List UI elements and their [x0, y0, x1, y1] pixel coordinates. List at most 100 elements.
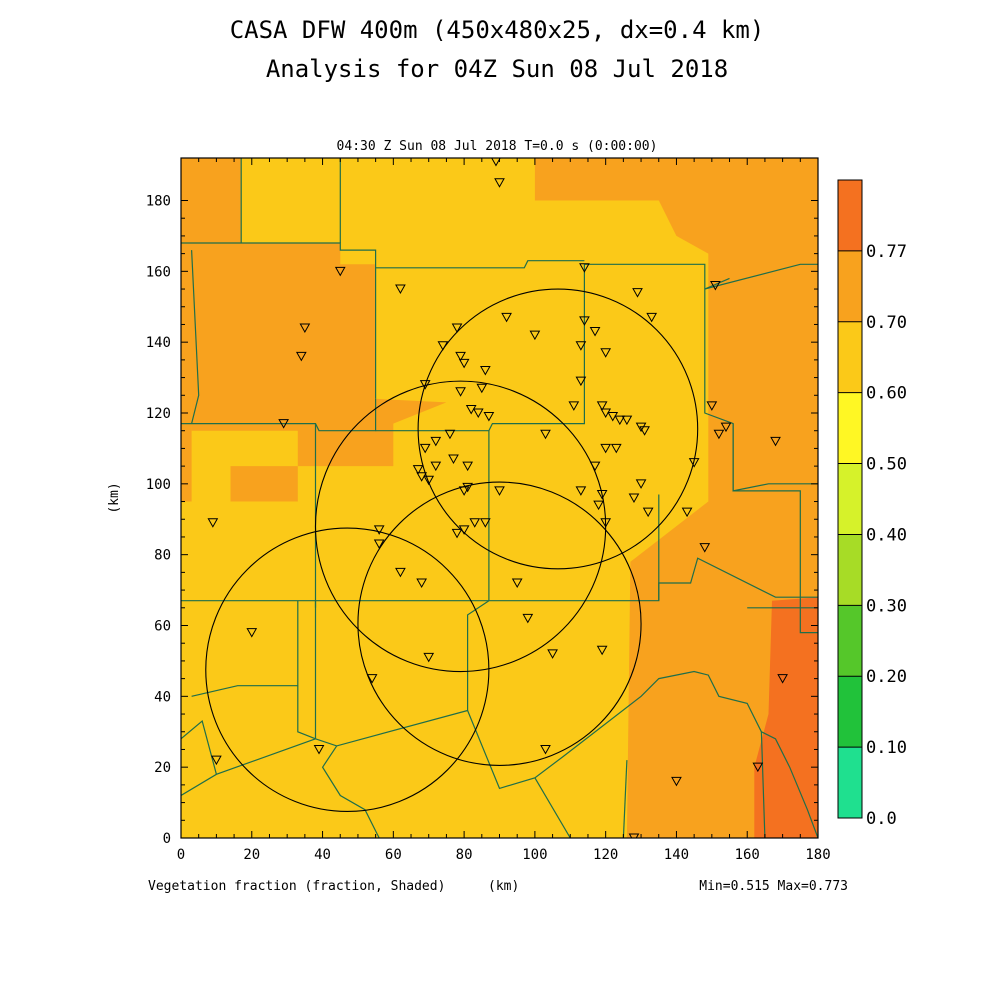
station-marker	[458, 525, 470, 535]
station-marker	[423, 475, 435, 486]
station-marker	[706, 401, 718, 411]
chart-title: CASA DFW 400m (450x480x25, dx=0.4 km)	[230, 16, 765, 44]
station-marker	[278, 419, 289, 429]
field-region-5	[181, 395, 192, 502]
county-boundary-10	[488, 430, 818, 602]
station-marker	[628, 833, 640, 838]
station-marker	[416, 578, 427, 589]
y-tick-label: 140	[146, 335, 171, 351]
field-region-1	[181, 158, 447, 431]
station-marker	[600, 518, 612, 528]
station-marker	[568, 401, 580, 411]
county-boundary-23	[704, 277, 730, 290]
county-boundary-11	[181, 600, 317, 797]
station-marker	[575, 486, 587, 496]
county-boundary-2	[181, 242, 377, 399]
y-tick-label: 40	[154, 689, 171, 705]
station-marker	[671, 776, 682, 787]
colorbar-label: 0.50	[866, 455, 907, 475]
station-marker	[423, 652, 435, 663]
station-marker	[642, 507, 654, 518]
station-marker	[639, 426, 650, 436]
station-marker	[596, 645, 608, 656]
station-marker	[610, 443, 622, 454]
plot-area	[181, 158, 818, 838]
station-marker	[614, 415, 626, 426]
x-tick-label: 60	[385, 847, 402, 863]
station-marker	[476, 383, 488, 394]
county-boundary-20	[704, 263, 818, 290]
colorbar-swatch	[838, 463, 862, 535]
station-marker	[458, 486, 470, 496]
station-marker	[455, 351, 466, 362]
x-tick-label: 120	[593, 847, 618, 863]
station-marker	[600, 408, 612, 419]
field-region-2	[241, 158, 818, 838]
y-tick-label: 100	[146, 477, 171, 493]
x-tick-label: 20	[243, 847, 260, 863]
y-axis-label: (km)	[107, 482, 122, 513]
station-marker	[600, 348, 612, 358]
station-marker	[246, 628, 258, 638]
valid-time-label: 04:30 Z Sun 08 Jul 2018 T=0.0 s (0:00:00…	[337, 139, 658, 154]
colorbar-frame	[837, 179, 863, 819]
station-marker	[628, 493, 640, 504]
x-unit-label: (km)	[488, 879, 519, 894]
station-marker	[412, 465, 424, 475]
county-boundary-4	[181, 398, 377, 432]
y-tick-label: 0	[163, 831, 171, 847]
station-marker	[211, 755, 222, 766]
colorbar: 0.0 0.10 0.20 0.30 0.40 0.50 0.60 0.70 0.77	[837, 179, 907, 829]
station-marker	[589, 461, 601, 472]
station-marker	[713, 429, 725, 440]
y-tick-label: 60	[154, 619, 171, 635]
station-marker	[295, 351, 307, 362]
plot-content	[181, 158, 818, 838]
y-tick-label: 120	[146, 406, 171, 422]
x-tick-label: 160	[735, 847, 760, 863]
station-marker	[593, 500, 604, 511]
station-marker	[699, 543, 711, 553]
station-marker	[770, 436, 781, 447]
field-region-6	[754, 597, 818, 838]
station-marker	[469, 518, 481, 528]
station-marker	[621, 415, 633, 426]
county-boundary-7	[375, 260, 585, 269]
station-marker	[681, 507, 693, 518]
colorbar-swatch	[838, 534, 862, 606]
station-marker	[299, 323, 311, 334]
x-tick-label: 100	[522, 847, 547, 863]
station-marker	[494, 486, 505, 496]
station-marker	[444, 429, 456, 440]
station-marker	[540, 744, 551, 755]
colorbar-swatch	[838, 605, 862, 677]
station-marker	[334, 266, 346, 277]
station-marker	[419, 380, 431, 390]
station-marker	[366, 674, 378, 684]
colorbar-label: 0.30	[866, 596, 907, 616]
station-marker	[575, 341, 587, 351]
axes: 0 20 40 60 80 100 120 140 160 180 0 20 40 60 80 100 120 1…	[146, 157, 831, 863]
station-marker	[207, 518, 219, 528]
station-marker	[472, 408, 484, 419]
station-marker	[494, 178, 505, 188]
colorbar-label: 0.20	[866, 667, 907, 687]
station-marker	[437, 341, 449, 351]
x-tick-label: 0	[177, 847, 185, 863]
county-boundary-13	[191, 600, 299, 697]
station-marker	[547, 649, 558, 659]
county-boundary-25	[622, 760, 628, 838]
station-marker	[522, 613, 534, 624]
station-marker	[501, 312, 512, 323]
station-marker	[465, 404, 477, 415]
station-marker	[579, 316, 590, 326]
station-marker	[596, 401, 608, 411]
station-marker	[458, 358, 470, 369]
colorbar-swatch	[838, 180, 862, 251]
station-marker	[448, 454, 459, 465]
station-marker	[752, 762, 764, 773]
x-tick-label: 80	[456, 847, 473, 863]
field-region-3	[297, 413, 394, 467]
x-tick-label: 140	[664, 847, 689, 863]
colorbar-label: 0.70	[866, 313, 907, 333]
